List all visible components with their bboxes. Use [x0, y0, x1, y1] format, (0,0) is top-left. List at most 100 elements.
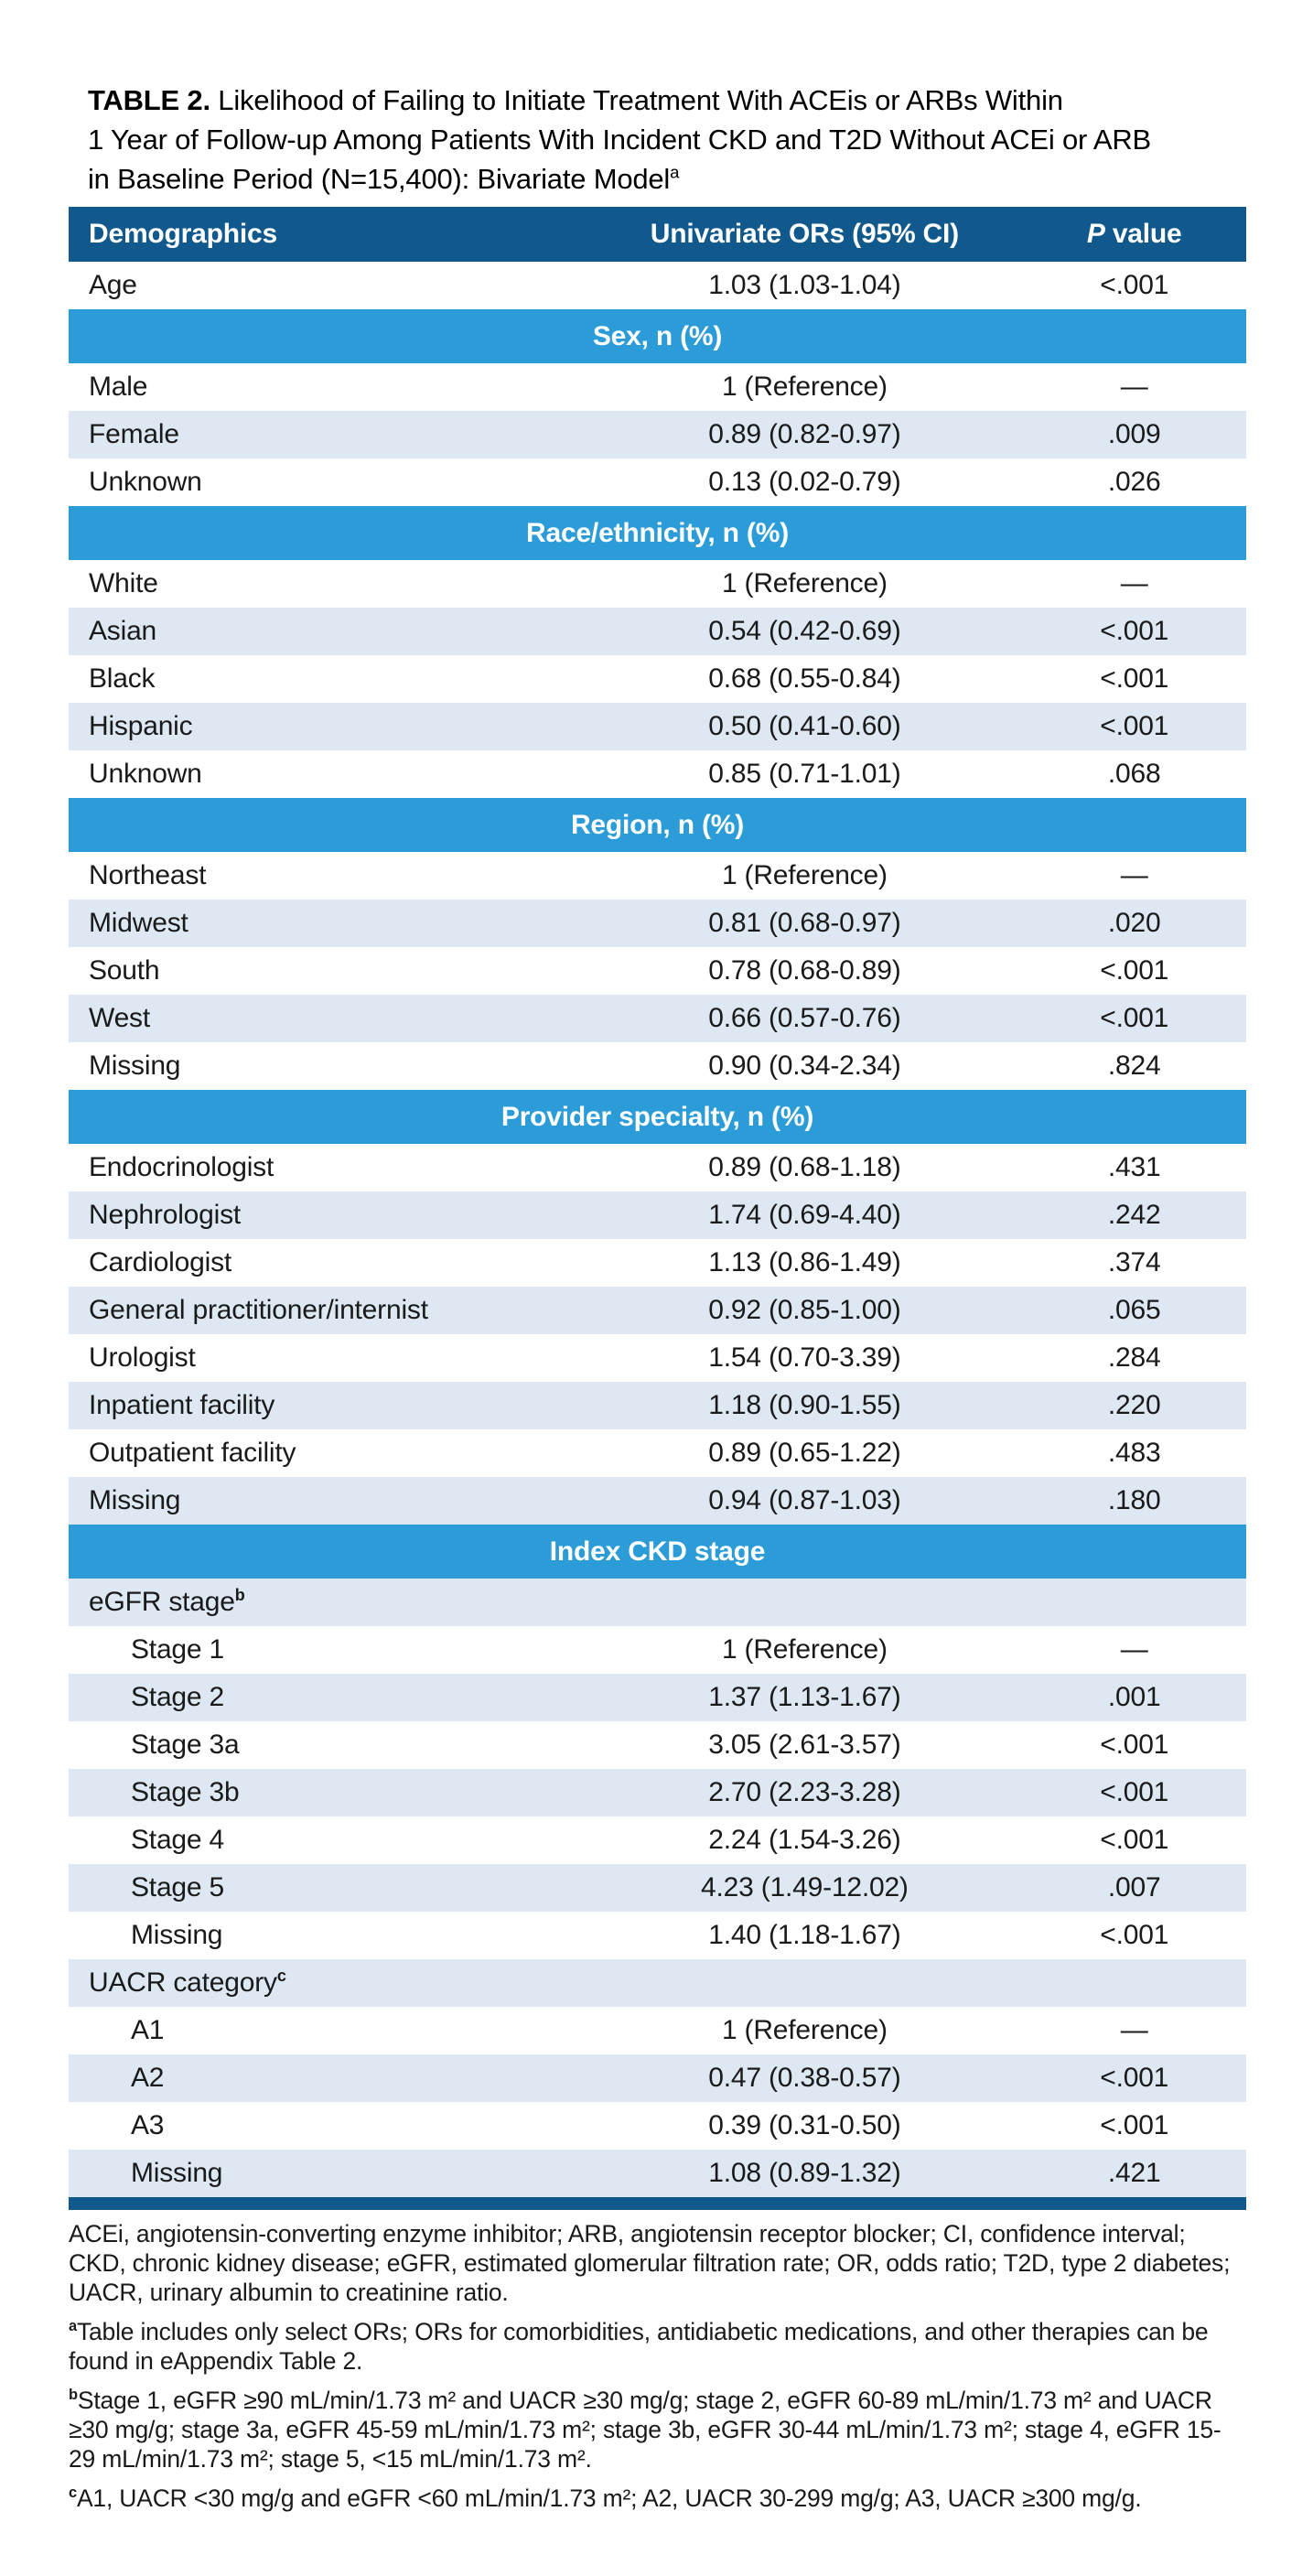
table-row: Age 1.03 (1.03-1.04) <.001: [69, 262, 1246, 309]
table-row: Missing 1.08 (0.89-1.32) .421: [69, 2150, 1246, 2197]
p-value: .421: [1107, 2158, 1161, 2188]
or-value: 0.81 (0.68-0.97): [708, 908, 901, 938]
or-value: 1.74 (0.69-4.40): [708, 1200, 901, 1230]
bivariate-model-table: Demographics Univariate ORs (95% CI) P v…: [69, 207, 1246, 2210]
row-label: Hispanic: [89, 711, 193, 741]
subsection-label-text: eGFR stage: [89, 1587, 235, 1617]
or-value: 0.39 (0.31-0.50): [708, 2110, 901, 2140]
table-bottom-rule: [69, 2197, 1246, 2210]
table-row: Stage 3b 2.70 (2.23-3.28) <.001: [69, 1769, 1246, 1816]
p-value: —: [1120, 568, 1148, 598]
table-row: Missing 0.94 (0.87-1.03) .180: [69, 1477, 1246, 1525]
row-label: Stage 4: [131, 1825, 225, 1855]
p-value: <.001: [1100, 270, 1169, 300]
table-row: Male 1 (Reference) —: [69, 363, 1246, 411]
table-title-line3: in Baseline Period (N=15,400): Bivariate…: [88, 159, 1270, 199]
row-label: A1: [131, 2015, 165, 2045]
p-value: <.001: [1100, 955, 1169, 986]
column-header-demographics: Demographics: [89, 219, 277, 249]
table-row: Unknown 0.85 (0.71-1.01) .068: [69, 750, 1246, 798]
p-value: .824: [1107, 1051, 1161, 1081]
or-value: 1 (Reference): [721, 568, 888, 598]
p-value: <.001: [1100, 711, 1169, 741]
p-value: <.001: [1100, 1825, 1169, 1855]
or-value: 0.89 (0.68-1.18): [708, 1152, 901, 1182]
table-row: South 0.78 (0.68-0.89) <.001: [69, 947, 1246, 995]
row-label: Stage 3b: [131, 1777, 240, 1807]
p-value: .180: [1107, 1485, 1161, 1515]
footnote-text: Table includes only select ORs; ORs for …: [69, 2318, 1209, 2375]
section-header-row: Index CKD stage: [69, 1525, 1246, 1579]
subsection-label: eGFR stageb: [89, 1587, 245, 1618]
or-value: 1.54 (0.70-3.39): [708, 1342, 901, 1373]
section-title: Race/ethnicity, n (%): [526, 517, 789, 548]
section-title: Provider specialty, n (%): [500, 1101, 814, 1132]
row-label: Outpatient facility: [89, 1438, 296, 1468]
table-title-text1: Likelihood of Failing to Initiate Treatm…: [210, 84, 1063, 116]
p-value: .220: [1107, 1390, 1161, 1420]
row-label: A3: [131, 2110, 165, 2140]
row-label: Age: [89, 270, 137, 300]
row-label: White: [89, 568, 158, 598]
or-value: 0.68 (0.55-0.84): [708, 663, 901, 694]
p-value: .020: [1107, 908, 1161, 938]
or-value: 0.89 (0.82-0.97): [708, 419, 901, 449]
table-body: Age 1.03 (1.03-1.04) <.001 Sex, n (%) Male 1 …: [69, 262, 1246, 2197]
row-label: South: [89, 955, 160, 986]
row-label: Northeast: [89, 860, 207, 890]
p-value: .065: [1107, 1295, 1161, 1325]
p-value: <.001: [1100, 663, 1169, 694]
table-row: Asian 0.54 (0.42-0.69) <.001: [69, 608, 1246, 655]
row-label: Missing: [131, 2158, 223, 2188]
section-header-row: Region, n (%): [69, 798, 1246, 852]
row-label: Midwest: [89, 908, 188, 938]
or-value: 4.23 (1.49-12.02): [700, 1872, 909, 1902]
table-row: Urologist 1.54 (0.70-3.39) .284: [69, 1334, 1246, 1382]
row-label: Missing: [89, 1485, 181, 1515]
row-label: Missing: [89, 1051, 181, 1081]
footnote-marker: c: [69, 2484, 77, 2502]
lettered-footnotes: aTable includes only select ORs; ORs for…: [69, 2317, 1232, 2513]
table-row: Endocrinologist 0.89 (0.68-1.18) .431: [69, 1144, 1246, 1191]
or-value: 0.85 (0.71-1.01): [708, 759, 901, 789]
p-value: .001: [1107, 1682, 1161, 1712]
table-figure: TABLE 2. Likelihood of Failing to Initia…: [69, 81, 1246, 2523]
p-value: <.001: [1100, 2063, 1169, 2093]
p-value: <.001: [1100, 1777, 1169, 1807]
or-value: 0.13 (0.02-0.79): [708, 467, 901, 497]
footnote-marker: b: [69, 2387, 78, 2404]
table-title-line2: 1 Year of Follow-up Among Patients With …: [88, 124, 1152, 156]
section-header-row: Provider specialty, n (%): [69, 1090, 1246, 1144]
table-row: White 1 (Reference) —: [69, 560, 1246, 608]
footnote: cA1, UACR <30 mg/g and eGFR <60 mL/min/1…: [69, 2484, 1232, 2513]
column-header-univariate-or: Univariate ORs (95% CI): [650, 219, 959, 249]
table-footnotes: ACEi, angiotensin-converting enzyme inhi…: [69, 2219, 1232, 2513]
table-row: Stage 2 1.37 (1.13-1.67) .001: [69, 1674, 1246, 1721]
subsection-label-text: UACR category: [89, 1967, 277, 1998]
table-row: Outpatient facility 0.89 (0.65-1.22) .483: [69, 1429, 1246, 1477]
subsection-label-row: eGFR stageb: [69, 1579, 1246, 1626]
table-row: Female 0.89 (0.82-0.97) .009: [69, 411, 1246, 458]
p-value: —: [1120, 372, 1148, 402]
row-label: Stage 2: [131, 1682, 225, 1712]
or-value: 1 (Reference): [721, 2015, 888, 2045]
or-value: 0.90 (0.34-2.34): [708, 1051, 901, 1081]
row-label: Missing: [131, 1920, 223, 1950]
table-row: General practitioner/internist 0.92 (0.85…: [69, 1287, 1246, 1334]
table-row: Nephrologist 1.74 (0.69-4.40) .242: [69, 1191, 1246, 1239]
row-label: Stage 1: [131, 1634, 225, 1665]
p-value: <.001: [1100, 1003, 1169, 1033]
or-value: 1.40 (1.18-1.67): [708, 1920, 901, 1950]
row-label: Asian: [89, 616, 157, 646]
row-label: Inpatient facility: [89, 1390, 275, 1420]
row-label: General practitioner/internist: [89, 1295, 428, 1325]
table-row: Missing 1.40 (1.18-1.67) <.001: [69, 1912, 1246, 1959]
row-label: Urologist: [89, 1342, 196, 1373]
table-row: A3 0.39 (0.31-0.50) <.001: [69, 2102, 1246, 2150]
footnote-marker: a: [69, 2318, 77, 2335]
table-row: Inpatient facility 1.18 (0.90-1.55) .220: [69, 1382, 1246, 1429]
table-row: Northeast 1 (Reference) —: [69, 852, 1246, 900]
p-value: .068: [1107, 759, 1161, 789]
or-value: 2.70 (2.23-3.28): [708, 1777, 901, 1807]
table-row: Stage 3a 3.05 (2.61-3.57) <.001: [69, 1721, 1246, 1769]
